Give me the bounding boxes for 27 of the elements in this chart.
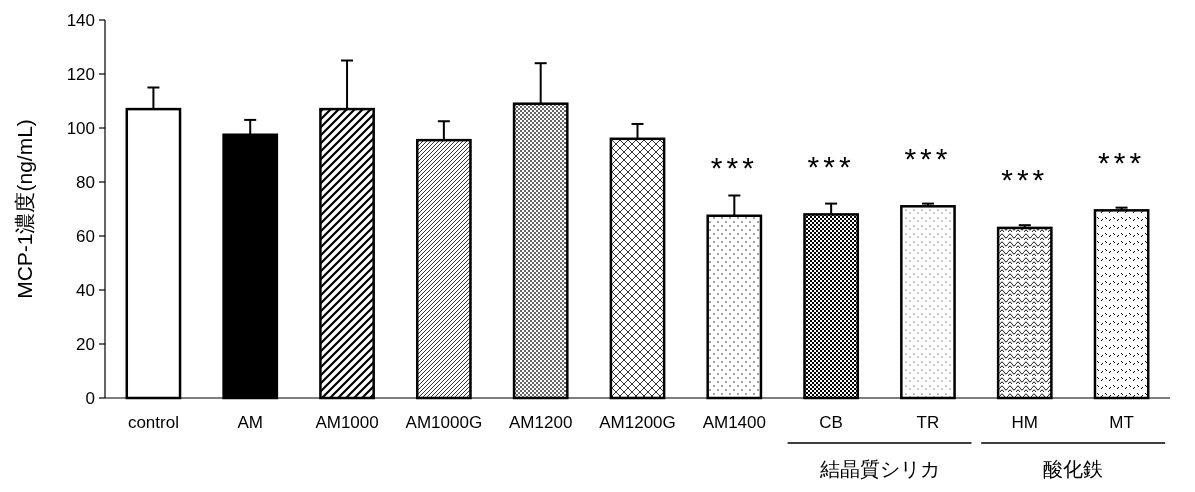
x-tick-label: AM1400 bbox=[702, 413, 766, 432]
x-tick-label: AM1000 bbox=[315, 413, 379, 432]
x-tick-label: AM1200G bbox=[599, 413, 676, 432]
x-tick-label: CB bbox=[819, 413, 843, 432]
x-tick-label: HM bbox=[1011, 413, 1038, 432]
annotation: *** bbox=[904, 141, 952, 175]
x-tick-label: TR bbox=[916, 413, 940, 432]
annotation: *** bbox=[1001, 163, 1049, 197]
y-tick-label: 0 bbox=[85, 389, 95, 408]
y-tick-label: 100 bbox=[66, 119, 95, 138]
x-tick-label: AM1000G bbox=[405, 413, 483, 432]
y-tick-label: 60 bbox=[76, 227, 95, 246]
y-tick-label: 40 bbox=[76, 281, 95, 300]
x-tick-label: AM bbox=[237, 413, 263, 432]
annotation: *** bbox=[710, 150, 758, 184]
y-axis-title: MCP-1濃度(ng/mL) bbox=[13, 119, 36, 299]
y-tick-label: 140 bbox=[66, 11, 95, 30]
x-tick-label: control bbox=[127, 413, 179, 432]
y-tick-label: 120 bbox=[66, 65, 95, 84]
text: 酸化鉄 bbox=[1043, 458, 1104, 480]
text: 結晶質シリカ bbox=[818, 458, 940, 480]
annotation: *** bbox=[807, 149, 855, 183]
annotation: *** bbox=[1098, 145, 1146, 179]
y-tick-label: 20 bbox=[76, 335, 95, 354]
y-tick-label: 80 bbox=[76, 173, 95, 192]
x-tick-label: AM1200 bbox=[509, 413, 573, 432]
x-tick-label: MT bbox=[1109, 413, 1134, 432]
